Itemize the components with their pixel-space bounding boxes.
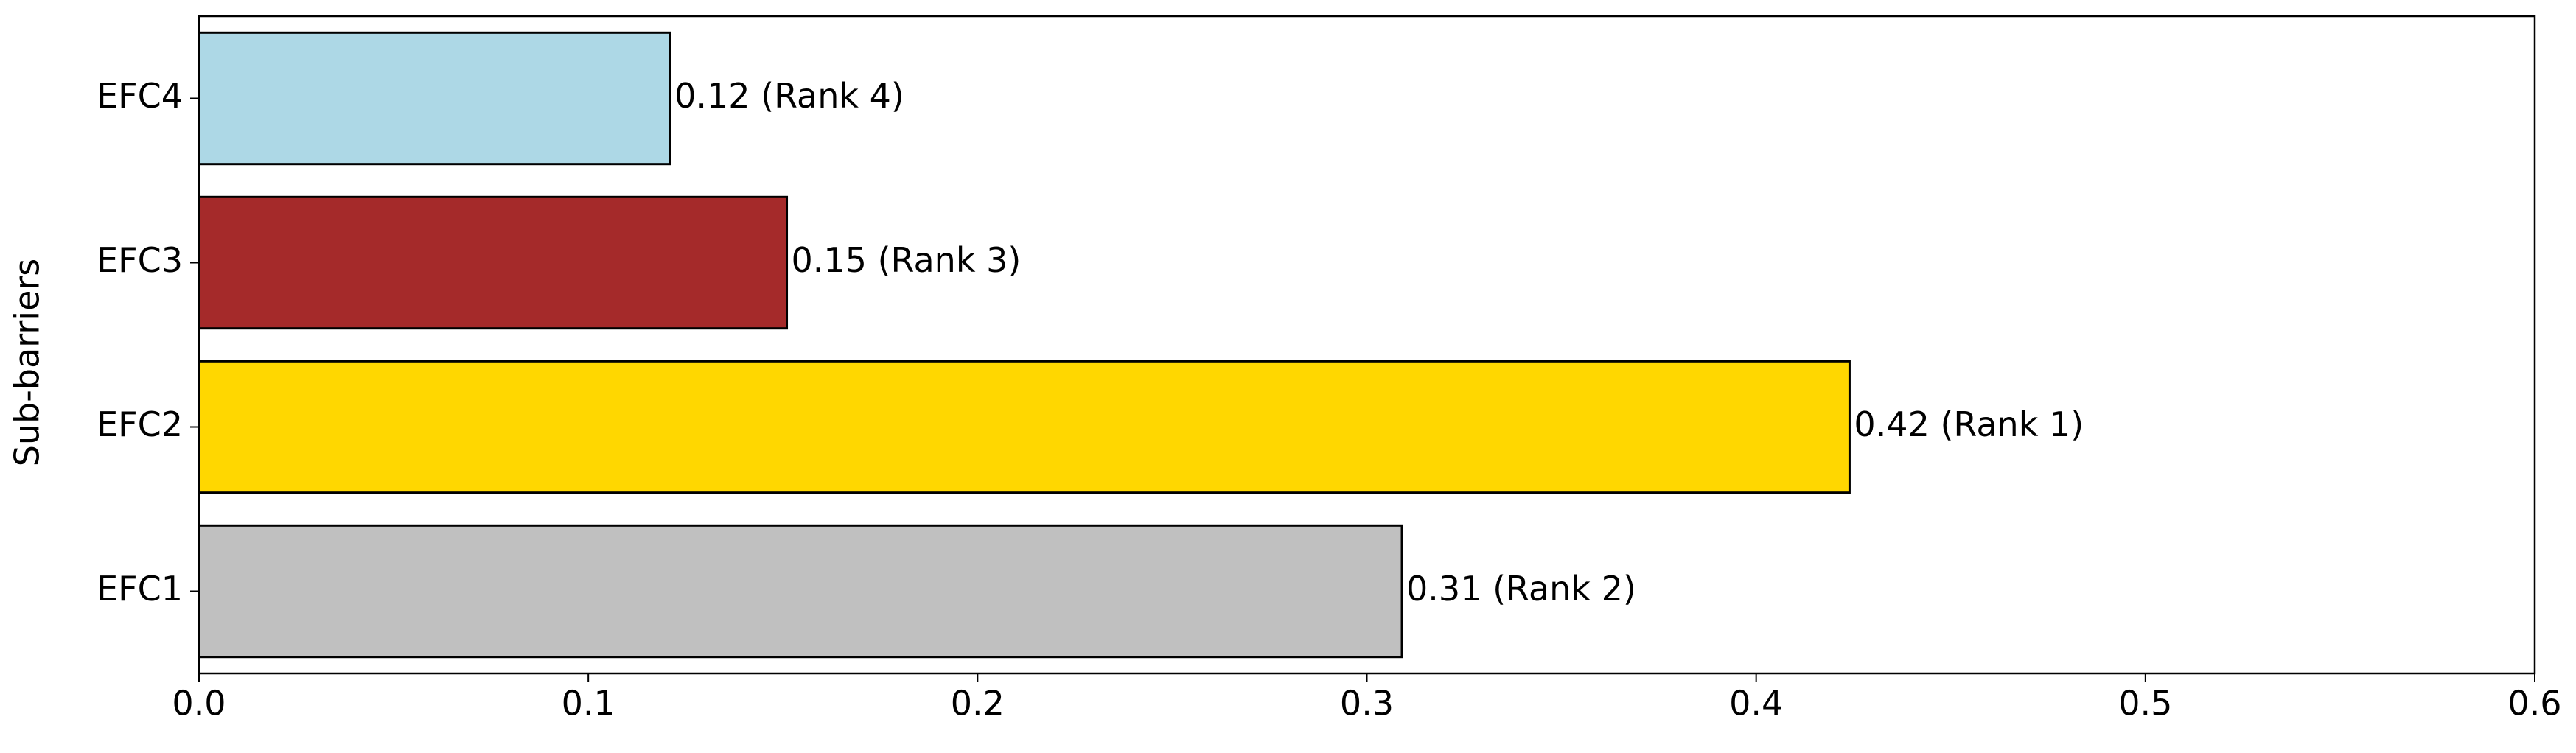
bar bbox=[198, 524, 1403, 659]
data-label: 0.12 (Rank 4) bbox=[674, 76, 904, 116]
y-tick-label: EFC2 bbox=[97, 404, 183, 444]
x-tick-label: 0.2 bbox=[951, 684, 1005, 724]
y-tick-label: EFC3 bbox=[97, 240, 183, 280]
x-tick-label: 0.1 bbox=[562, 684, 615, 724]
data-label: 0.42 (Rank 1) bbox=[1854, 404, 2084, 444]
plot-frame bbox=[198, 15, 2536, 675]
x-tick-label: 0.6 bbox=[2507, 684, 2561, 724]
y-tick-label: EFC1 bbox=[97, 569, 183, 609]
x-tick-label: 0.0 bbox=[172, 684, 226, 724]
y-axis-label: Sub-barriers bbox=[7, 259, 47, 467]
bar bbox=[198, 360, 1851, 494]
y-tick-label: EFC4 bbox=[97, 76, 183, 116]
bar bbox=[198, 195, 789, 330]
bar bbox=[198, 31, 671, 166]
x-tick-label: 0.4 bbox=[1729, 684, 1783, 724]
data-label: 0.31 (Rank 2) bbox=[1406, 569, 1636, 609]
data-label: 0.15 (Rank 3) bbox=[792, 240, 1022, 280]
x-tick-label: 0.3 bbox=[1340, 684, 1394, 724]
x-tick-label: 0.5 bbox=[2118, 684, 2172, 724]
